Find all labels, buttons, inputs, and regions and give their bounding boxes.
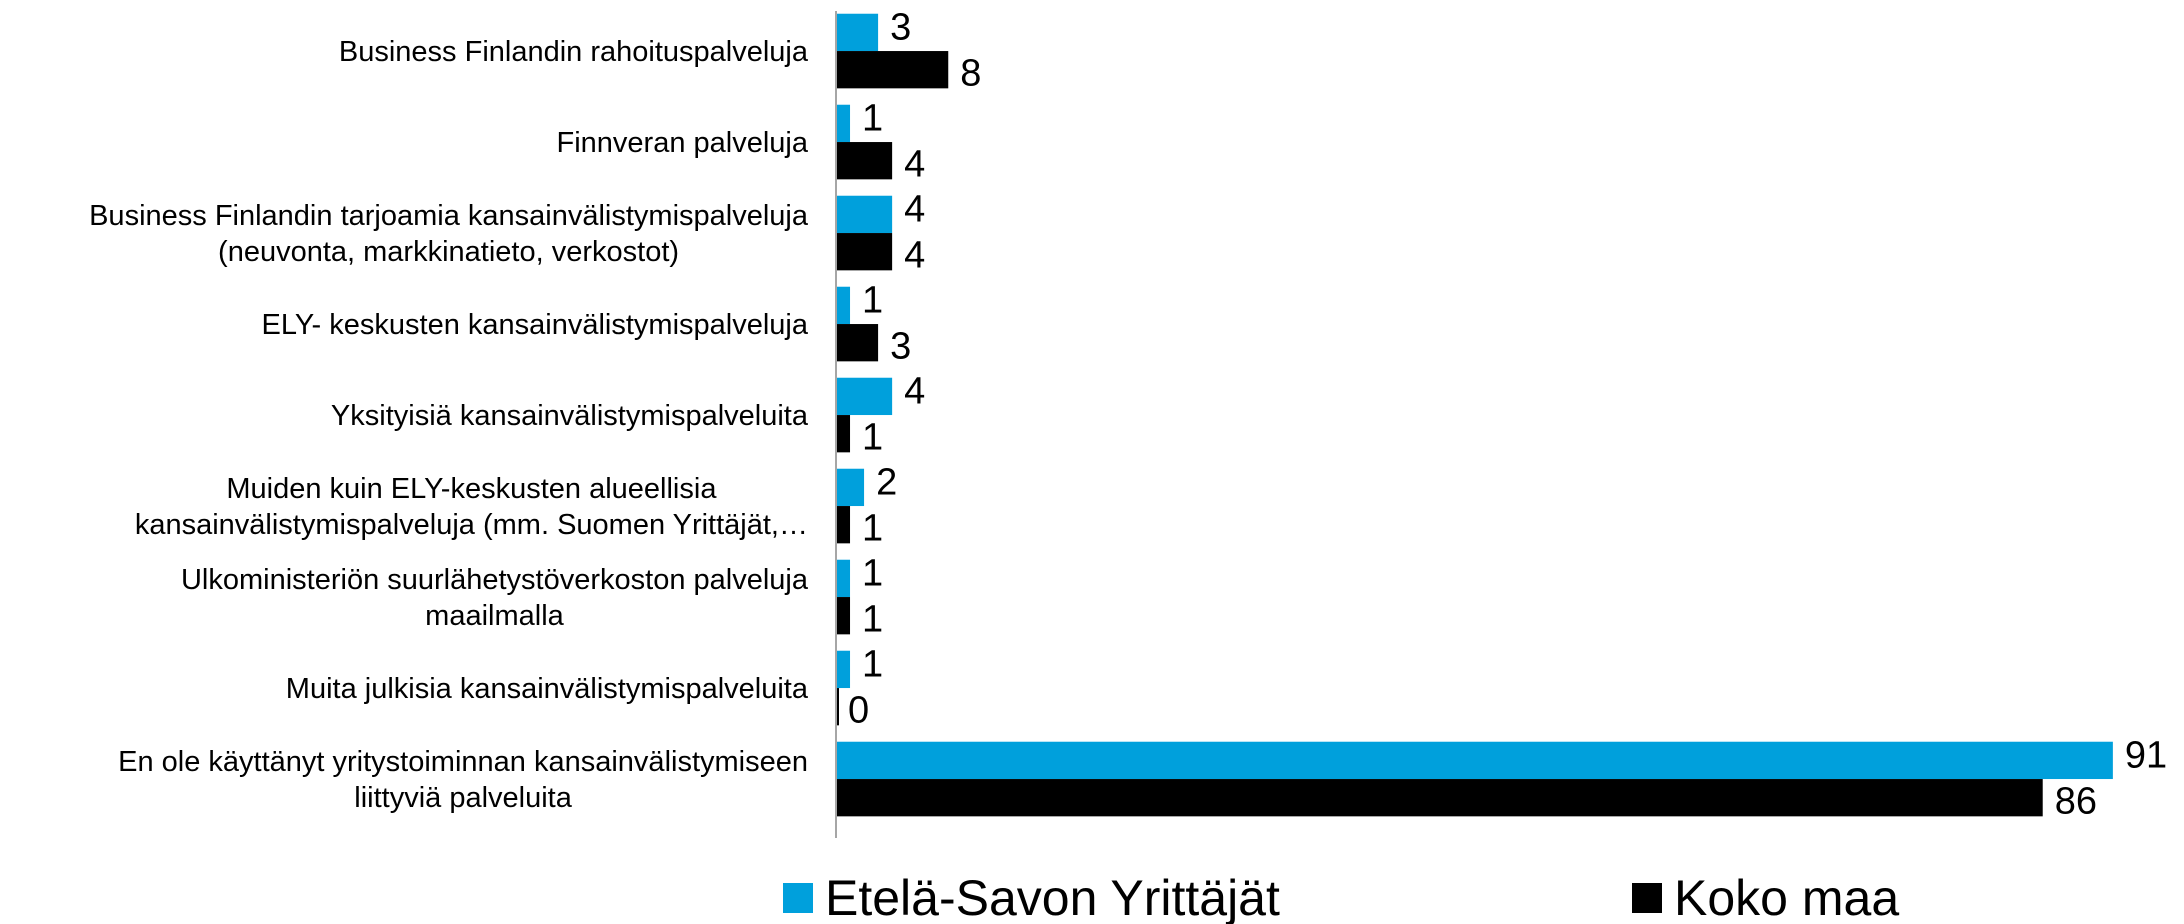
bar bbox=[836, 468, 865, 507]
bar bbox=[836, 51, 949, 89]
data-label: 1 bbox=[862, 643, 884, 686]
data-label: 91 bbox=[2124, 734, 2168, 777]
data-label: 4 bbox=[904, 143, 926, 186]
y-tick-label: Muita julkisia kansainvälistymispalvelui… bbox=[285, 672, 808, 705]
bar bbox=[836, 688, 839, 726]
bar bbox=[836, 779, 2043, 817]
bar bbox=[836, 142, 893, 180]
bar bbox=[836, 195, 893, 234]
y-tick-label: Muiden kuin ELY-keskusten alueellisia ka… bbox=[134, 472, 808, 541]
y-tick-label: ELY- keskusten kansainvälistymispalveluj… bbox=[261, 308, 808, 341]
bar bbox=[836, 415, 851, 453]
data-label: 4 bbox=[904, 370, 926, 413]
data-label: 0 bbox=[848, 689, 870, 732]
y-tick-label: Ulkoministeriön suurlähetystöverkoston p… bbox=[180, 563, 808, 632]
bar bbox=[836, 13, 879, 52]
bar bbox=[836, 377, 893, 416]
bar bbox=[836, 559, 851, 598]
data-label: 8 bbox=[960, 52, 982, 95]
data-label: 1 bbox=[862, 279, 884, 322]
bar bbox=[836, 324, 879, 362]
data-label: 1 bbox=[862, 552, 884, 595]
bar bbox=[836, 286, 851, 325]
data-label: 1 bbox=[862, 97, 884, 140]
data-label: 86 bbox=[2054, 780, 2097, 823]
data-label: 2 bbox=[876, 461, 898, 504]
data-label: 3 bbox=[890, 325, 912, 368]
y-tick-label: En ole käyttänyt yritystoiminnan kansain… bbox=[118, 745, 808, 814]
legend-label: Koko maa bbox=[1674, 870, 1900, 924]
data-label: 3 bbox=[890, 6, 912, 49]
data-label: 1 bbox=[862, 598, 884, 641]
bar bbox=[836, 233, 893, 271]
data-label: 4 bbox=[904, 188, 926, 231]
legend-swatch bbox=[783, 883, 813, 913]
y-tick-label: Finnveran palveluja bbox=[556, 126, 808, 159]
bar bbox=[836, 650, 851, 689]
y-tick-label: Business Finlandin tarjoamia kansainväli… bbox=[89, 199, 808, 268]
data-label: 4 bbox=[904, 234, 926, 277]
y-tick-label: Business Finlandin rahoituspalveluja bbox=[338, 35, 808, 68]
bar bbox=[836, 506, 851, 544]
y-tick-label: Yksityisiä kansainvälistymispalveluita bbox=[330, 399, 808, 432]
bar bbox=[836, 597, 851, 635]
legend-swatch bbox=[1632, 883, 1662, 913]
bar bbox=[836, 741, 2113, 780]
data-label: 1 bbox=[862, 507, 884, 550]
bar bbox=[836, 104, 851, 143]
data-label: 1 bbox=[862, 416, 884, 459]
legend-label: Etelä-Savon Yrittäjät bbox=[825, 870, 1280, 924]
